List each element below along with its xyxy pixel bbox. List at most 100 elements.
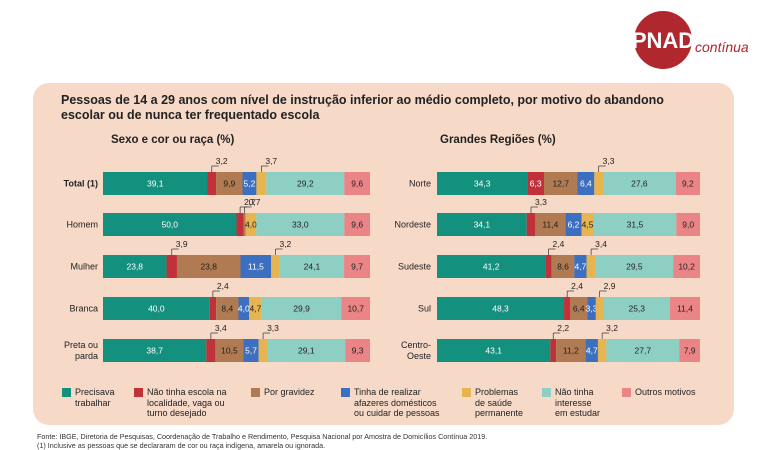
left-bar-4-gravidez <box>215 339 244 362</box>
left-bar-3-interesse <box>261 297 342 320</box>
pnad-continua-logo: PNAD contínua <box>632 10 763 70</box>
left-bar-label-0-interesse: 29,2 <box>297 179 314 189</box>
right-bar-1-afazeres <box>565 213 582 236</box>
right-bar-4-interesse <box>606 339 680 362</box>
right-callout-label-4-1: 2,2 <box>557 323 569 333</box>
right-bar-1-outros <box>676 213 700 236</box>
legend-label-line: Por gravidez <box>264 387 315 397</box>
left-bar-4-afazeres <box>243 339 259 362</box>
right-bar-label-4-outros: 7,9 <box>684 346 696 356</box>
left-bar-label-3-trabalhar: 40,0 <box>148 304 165 314</box>
left-bar-3-afazeres <box>238 297 250 320</box>
left-bar-2-escola <box>166 255 177 278</box>
left-bar-1-trabalhar <box>103 213 237 236</box>
right-bar-1-trabalhar <box>437 213 527 236</box>
right-bar-label-1-trabalhar: 34,1 <box>474 220 491 230</box>
left-bar-2-outros <box>344 255 370 278</box>
left-bar-label-2-afazeres: 11,5 <box>248 262 264 272</box>
right-bar-4-escola <box>550 339 557 362</box>
right-category-label-2: Sudeste <box>398 262 431 272</box>
right-bar-label-3-trabalhar: 48,3 <box>492 304 509 314</box>
legend-label-interesse: Não tinha interesse em estudar <box>555 387 600 419</box>
right-category-label-1: Nordeste <box>394 220 431 230</box>
right-bar-3-escola <box>564 297 571 320</box>
left-bar-4-escola <box>206 339 216 362</box>
legend-label-afazeres: Tinha de realizar afazeres domésticos ou c… <box>354 387 440 419</box>
right-bar-2-afazeres <box>574 255 587 278</box>
left-bar-label-0-afazeres: 5,2 <box>244 179 256 189</box>
legend-swatch-afazeres <box>341 388 350 397</box>
right-bar-label-1-interesse: 31,5 <box>627 220 644 230</box>
right-bar-label-2-trabalhar: 41,2 <box>483 262 500 272</box>
right-bar-3-trabalhar <box>437 297 565 320</box>
right-bar-label-2-interesse: 29,5 <box>626 262 643 272</box>
left-callout-label-2-1: 3,9 <box>176 239 188 249</box>
left-bar-1-interesse <box>256 213 345 236</box>
left-callout-label-1-1: 2,7 <box>244 197 256 207</box>
right-bar-0-saude <box>594 172 604 195</box>
left-bar-label-4-afazeres: 5,7 <box>245 346 257 356</box>
legend-label-escola: Não tinha escola na localidade, vaga ou tu… <box>147 387 227 419</box>
left-category-label-1: Homem <box>66 220 98 230</box>
logo-main-text: PNAD <box>633 28 694 53</box>
legend-label-line: de saúde <box>475 397 513 408</box>
left-bar-1-outros <box>344 213 370 236</box>
left-callout-label-3-1: 2,4 <box>217 281 229 291</box>
left-category-label-2: Mulher <box>70 262 98 272</box>
left-category-label-4: Preta ou <box>64 340 98 350</box>
legend-label-line: afazeres domésticos <box>354 397 437 408</box>
right-bar-label-4-interesse: 27,7 <box>635 346 652 356</box>
left-bar-2-afazeres <box>240 255 272 278</box>
right-bar-0-gravidez <box>543 172 578 195</box>
legend-label-line: Precisava <box>75 387 115 397</box>
left-bar-label-2-gravidez: 23,8 <box>200 262 217 272</box>
left-bar-label-4-trabalhar: 38,7 <box>146 346 163 356</box>
footnote: (1) Inclusive as pessoas que se declarar… <box>37 441 326 450</box>
right-bar-0-interesse <box>603 172 676 195</box>
legend-swatch-outros <box>622 388 631 397</box>
legend-label-line: Outros motivos <box>635 387 696 397</box>
legend-label-line: ou cuidar de pessoas <box>354 408 440 418</box>
left-bar-0-outros <box>344 172 370 195</box>
right-bar-1-saude <box>581 213 594 236</box>
left-bar-3-gravidez <box>216 297 239 320</box>
left-bar-label-1-interesse: 33,0 <box>292 220 309 230</box>
right-bar-label-0-gravidez: 12,7 <box>552 179 569 189</box>
legend-label-line: trabalhar <box>75 397 111 408</box>
right-category-label-4: Centro- <box>401 340 431 350</box>
right-bar-2-gravidez <box>551 255 575 278</box>
left-bar-label-3-interesse: 29,9 <box>293 304 310 314</box>
left-bar-0-afazeres <box>242 172 257 195</box>
left-bar-1-gravidez <box>243 213 246 236</box>
right-bar-label-2-afazeres: 4,7 <box>575 262 587 272</box>
legend-label-line: Não tinha escola na <box>147 387 227 397</box>
legend-label-outros: Outros motivos <box>635 387 696 398</box>
source-note: Fonte: IBGE, Diretoria de Pesquisas, Coo… <box>37 432 488 441</box>
left-callout-label-4-4: 3,3 <box>267 323 279 333</box>
right-category-label-0: Norte <box>409 179 431 189</box>
left-bar-label-4-interesse: 29,1 <box>298 346 315 356</box>
right-bar-1-escola <box>526 213 536 236</box>
left-bar-label-1-outros: 9,6 <box>351 220 363 230</box>
logo-circle <box>634 11 692 69</box>
right-category-label-3: Sul <box>418 304 431 314</box>
left-bar-0-trabalhar <box>103 172 208 195</box>
right-bar-label-1-gravidez: 11,4 <box>542 220 558 230</box>
legend-swatch-escola <box>134 388 143 397</box>
right-bar-1-interesse <box>593 213 677 236</box>
left-bar-label-1-saude: 4,0 <box>245 220 257 230</box>
chart-title: Pessoas de 14 a 29 anos com nível de ins… <box>61 93 664 122</box>
right-bar-4-afazeres <box>585 339 598 362</box>
legend-swatch-trabalhar <box>62 388 71 397</box>
right-bar-3-gravidez <box>570 297 588 320</box>
left-chart-subtitle: Sexo e cor ou raça (%) <box>111 134 235 146</box>
right-bar-label-4-gravidez: 11,2 <box>563 346 579 356</box>
chart-panel <box>33 83 734 425</box>
right-bar-label-0-trabalhar: 34,3 <box>474 179 491 189</box>
left-callout-label-0-1: 3,2 <box>216 156 228 166</box>
right-bar-label-1-outros: 9,0 <box>682 220 694 230</box>
left-callout-label-1-2: 0,7 <box>249 197 261 207</box>
right-callout-label-3-4: 2,9 <box>604 281 616 291</box>
legend-label-line: interesse <box>555 397 592 408</box>
right-bar-2-interesse <box>595 255 674 278</box>
